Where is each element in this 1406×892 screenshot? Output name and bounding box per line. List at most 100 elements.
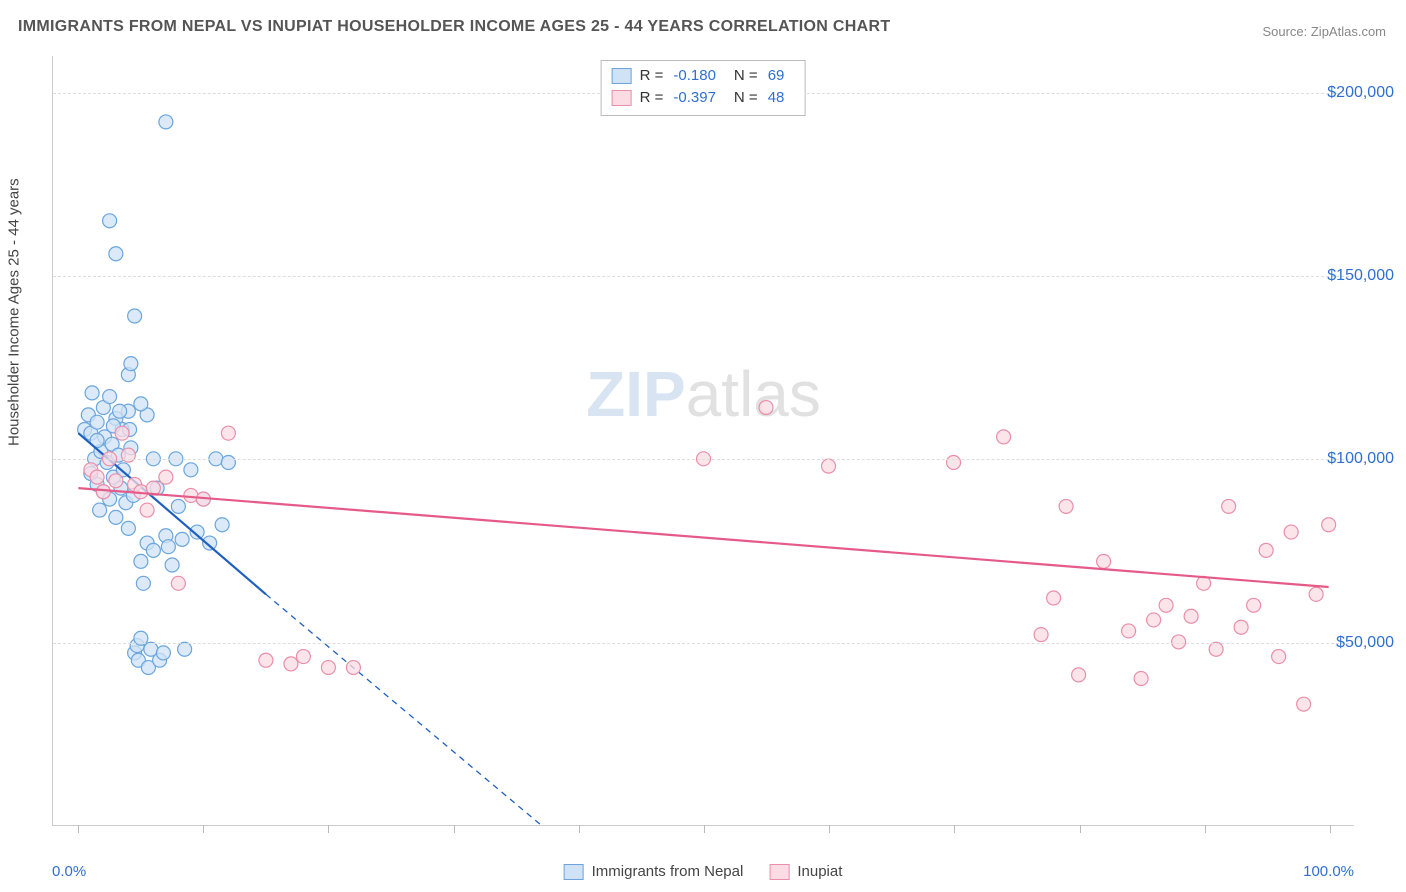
x-tick	[829, 825, 830, 833]
inupiat-swatch	[612, 90, 632, 106]
nepal-n-value: 69	[768, 65, 785, 87]
x-tick	[954, 825, 955, 833]
nepal-point	[103, 390, 117, 404]
inupiat-point	[1097, 554, 1111, 568]
n-label: N =	[734, 65, 758, 87]
nepal-point	[178, 642, 192, 656]
legend-row-inupiat: R = -0.397 N = 48	[612, 87, 795, 109]
inupiat-point	[822, 459, 836, 473]
nepal-point	[121, 521, 135, 535]
nepal-swatch	[564, 864, 584, 880]
x-tick	[454, 825, 455, 833]
nepal-point	[165, 558, 179, 572]
nepal-r-value: -0.180	[673, 65, 716, 87]
chart-area: ZIPatlas	[52, 56, 1354, 826]
inupiat-point	[1034, 628, 1048, 642]
inupiat-r-value: -0.397	[673, 87, 716, 109]
inupiat-point	[1184, 609, 1198, 623]
nepal-point	[85, 386, 99, 400]
source-label: Source: ZipAtlas.com	[1262, 24, 1386, 39]
inupiat-point	[1147, 613, 1161, 627]
inupiat-point	[296, 650, 310, 664]
inupiat-trendline	[78, 488, 1328, 587]
inupiat-label: Inupiat	[797, 863, 842, 880]
inupiat-point	[1247, 598, 1261, 612]
nepal-point	[171, 499, 185, 513]
legend-item-nepal: Immigrants from Nepal	[564, 863, 744, 880]
inupiat-n-value: 48	[768, 87, 785, 109]
y-axis-label: Householder Income Ages 25 - 44 years	[6, 178, 23, 446]
inupiat-point	[184, 488, 198, 502]
nepal-point	[90, 415, 104, 429]
x-tick	[328, 825, 329, 833]
inupiat-point	[1209, 642, 1223, 656]
inupiat-point	[140, 503, 154, 517]
nepal-point	[175, 532, 189, 546]
inupiat-point	[109, 474, 123, 488]
inupiat-point	[259, 653, 273, 667]
series-legend: Immigrants from Nepal Inupiat	[564, 863, 843, 880]
x-tick	[704, 825, 705, 833]
inupiat-point	[90, 470, 104, 484]
x-tick	[579, 825, 580, 833]
x-tick	[203, 825, 204, 833]
nepal-point	[136, 576, 150, 590]
chart-title: IMMIGRANTS FROM NEPAL VS INUPIAT HOUSEHO…	[18, 18, 890, 36]
x-tick	[78, 825, 79, 833]
x-tick	[1080, 825, 1081, 833]
inupiat-swatch	[769, 864, 789, 880]
nepal-point	[113, 404, 127, 418]
inupiat-point	[171, 576, 185, 590]
nepal-point	[134, 397, 148, 411]
inupiat-point	[1259, 543, 1273, 557]
inupiat-point	[1234, 620, 1248, 634]
nepal-label: Immigrants from Nepal	[592, 863, 744, 880]
inupiat-point	[1297, 697, 1311, 711]
inupiat-point	[321, 661, 335, 675]
inupiat-point	[115, 426, 129, 440]
gridline-h	[53, 643, 1354, 644]
nepal-point	[103, 214, 117, 228]
nepal-point	[93, 503, 107, 517]
nepal-point	[109, 247, 123, 261]
x-axis-min-label: 0.0%	[52, 863, 86, 880]
inupiat-point	[1222, 499, 1236, 513]
r-label: R =	[640, 87, 664, 109]
nepal-point	[124, 357, 138, 371]
plot-svg	[53, 56, 1354, 825]
inupiat-point	[1047, 591, 1061, 605]
inupiat-point	[1059, 499, 1073, 513]
inupiat-point	[221, 426, 235, 440]
inupiat-point	[1272, 650, 1286, 664]
inupiat-point	[1122, 624, 1136, 638]
inupiat-point	[1159, 598, 1173, 612]
correlation-legend: R = -0.180 N = 69 R = -0.397 N = 48	[601, 60, 806, 116]
inupiat-point	[759, 401, 773, 415]
x-tick	[1330, 825, 1331, 833]
nepal-point	[159, 115, 173, 129]
r-label: R =	[640, 65, 664, 87]
nepal-point	[215, 518, 229, 532]
inupiat-point	[1134, 672, 1148, 686]
gridline-h	[53, 459, 1354, 460]
nepal-trendline-dash	[266, 594, 541, 825]
inupiat-point	[1072, 668, 1086, 682]
nepal-point	[161, 540, 175, 554]
inupiat-point	[159, 470, 173, 484]
y-tick-label: $50,000	[1336, 634, 1394, 652]
n-label: N =	[734, 87, 758, 109]
nepal-swatch	[612, 68, 632, 84]
nepal-point	[109, 510, 123, 524]
legend-item-inupiat: Inupiat	[769, 863, 842, 880]
inupiat-point	[284, 657, 298, 671]
x-tick	[1205, 825, 1206, 833]
nepal-point	[184, 463, 198, 477]
y-tick-label: $150,000	[1327, 267, 1394, 285]
y-tick-label: $200,000	[1327, 84, 1394, 102]
y-tick-label: $100,000	[1327, 450, 1394, 468]
inupiat-point	[1309, 587, 1323, 601]
nepal-point	[221, 455, 235, 469]
inupiat-point	[1284, 525, 1298, 539]
inupiat-point	[997, 430, 1011, 444]
nepal-point	[134, 554, 148, 568]
